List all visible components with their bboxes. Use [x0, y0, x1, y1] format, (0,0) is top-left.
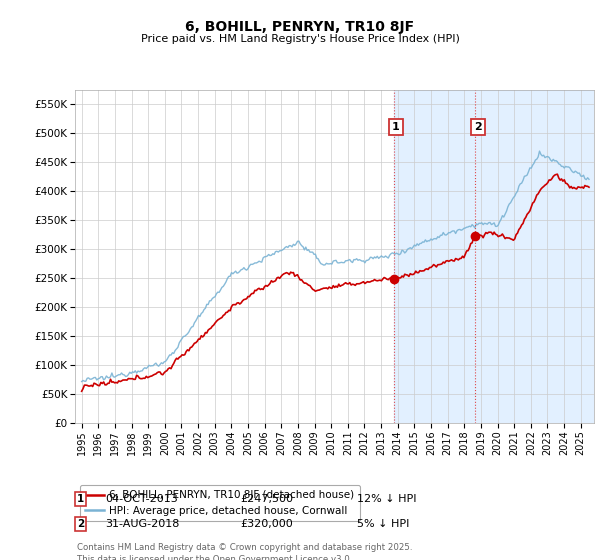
Text: 2: 2: [474, 122, 482, 132]
Text: 1: 1: [392, 122, 400, 132]
Text: 04-OCT-2013: 04-OCT-2013: [105, 494, 178, 504]
Text: Price paid vs. HM Land Registry's House Price Index (HPI): Price paid vs. HM Land Registry's House …: [140, 34, 460, 44]
Text: £320,000: £320,000: [240, 519, 293, 529]
Text: 2: 2: [77, 519, 84, 529]
Text: 5% ↓ HPI: 5% ↓ HPI: [357, 519, 409, 529]
Legend: 6, BOHILL, PENRYN, TR10 8JF (detached house), HPI: Average price, detached house: 6, BOHILL, PENRYN, TR10 8JF (detached ho…: [80, 486, 360, 521]
Text: 6, BOHILL, PENRYN, TR10 8JF: 6, BOHILL, PENRYN, TR10 8JF: [185, 20, 415, 34]
Bar: [394, 90, 594, 423]
Text: Contains HM Land Registry data © Crown copyright and database right 2025.
This d: Contains HM Land Registry data © Crown c…: [77, 543, 412, 560]
Text: 1: 1: [77, 494, 84, 504]
Text: £247,500: £247,500: [240, 494, 293, 504]
Text: 12% ↓ HPI: 12% ↓ HPI: [357, 494, 416, 504]
Text: 31-AUG-2018: 31-AUG-2018: [105, 519, 179, 529]
